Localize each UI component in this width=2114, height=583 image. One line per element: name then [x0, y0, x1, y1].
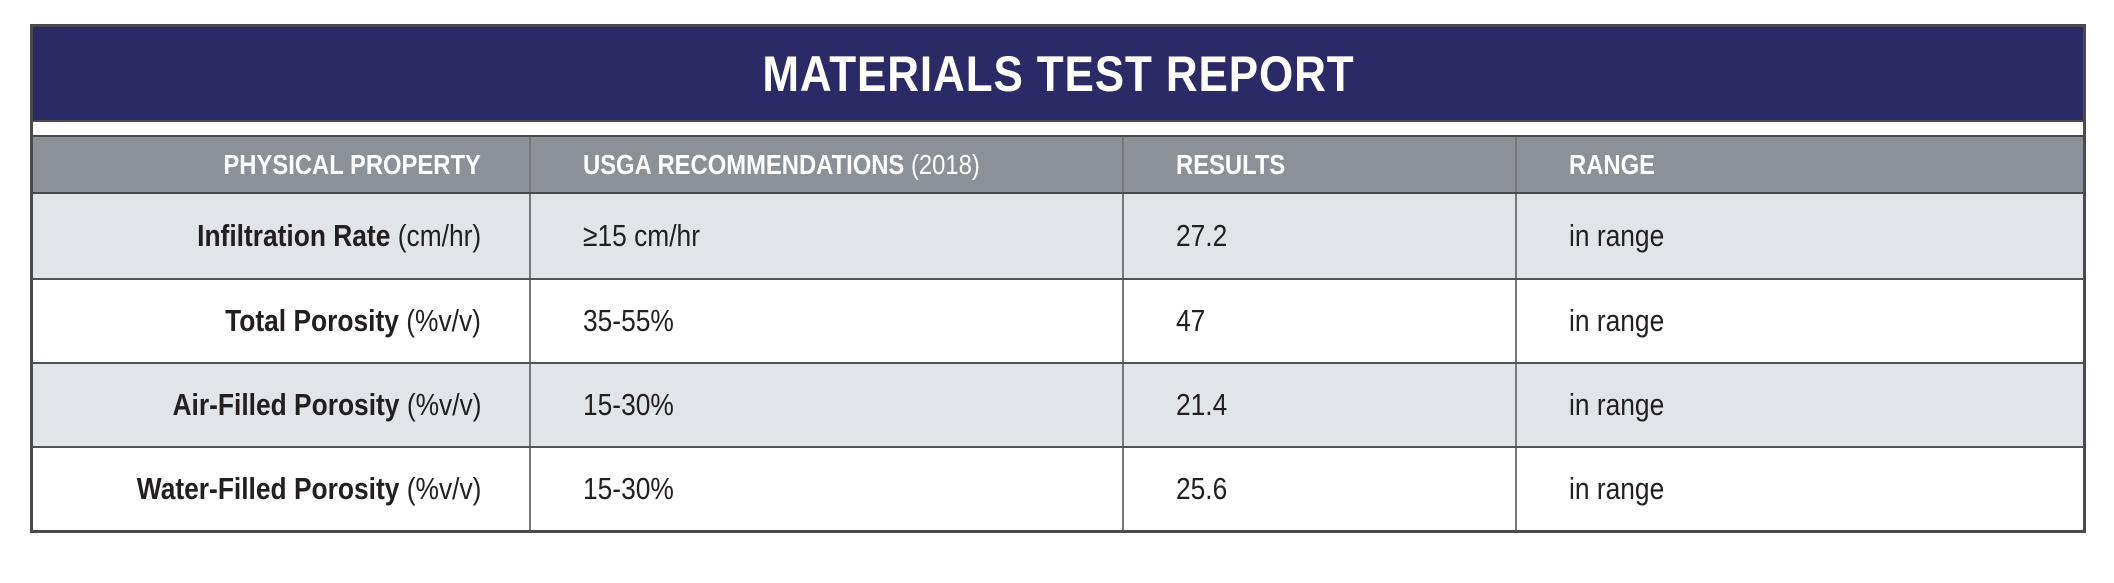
cell-range-status: in range — [1515, 364, 2083, 446]
table-header-row: PHYSICAL PROPERTY USGA RECOMMENDATIONS (2… — [33, 135, 2083, 194]
property-name: Total Porosity — [225, 303, 400, 338]
report-title-band: MATERIALS TEST REPORT — [33, 27, 2083, 122]
property-unit: (cm/hr) — [397, 218, 482, 253]
result-value: 27.2 — [1175, 218, 1227, 253]
cell-property: Air-Filled Porosity (%v/v) — [33, 364, 529, 446]
result-value: 25.6 — [1175, 471, 1227, 506]
report-title: MATERIALS TEST REPORT — [761, 45, 1355, 102]
property-name: Infiltration Rate — [197, 218, 391, 253]
range-status: in range — [1569, 387, 1665, 422]
range-status: in range — [1569, 303, 1665, 338]
cell-property: Total Porosity (%v/v) — [33, 280, 529, 362]
usga-recommendation-value: 15-30% — [583, 471, 674, 506]
usga-recommendation-value: 35-55% — [583, 303, 674, 338]
cell-property: Infiltration Rate (cm/hr) — [33, 194, 529, 278]
header-cell-usga-recommendations: USGA RECOMMENDATIONS (2018) — [529, 137, 1121, 192]
cell-result: 47 — [1121, 280, 1516, 362]
table-row-water-filled-porosity: Water-Filled Porosity (%v/v) 15-30% 25.6 … — [33, 446, 2083, 530]
cell-result: 21.4 — [1121, 364, 1516, 446]
table-row-total-porosity: Total Porosity (%v/v) 35-55% 47 in range — [33, 278, 2083, 362]
header-label-physical-property: PHYSICAL PROPERTY — [223, 148, 482, 180]
range-status: in range — [1569, 218, 1665, 253]
cell-usga-recommendation: 15-30% — [529, 448, 1121, 530]
materials-test-report-table: MATERIALS TEST REPORT PHYSICAL PROPERTY … — [30, 24, 2086, 533]
range-status: in range — [1569, 471, 1665, 506]
cell-result: 27.2 — [1121, 194, 1516, 278]
cell-usga-recommendation: 35-55% — [529, 280, 1121, 362]
result-value: 21.4 — [1175, 387, 1227, 422]
property-name: Air-Filled Porosity — [172, 387, 400, 422]
header-cell-results: RESULTS — [1121, 137, 1516, 192]
header-label-usga-recommendations: USGA RECOMMENDATIONS (2018) — [583, 148, 980, 180]
usga-recommendation-value: 15-30% — [583, 387, 674, 422]
cell-usga-recommendation: 15-30% — [529, 364, 1121, 446]
property-unit: (%v/v) — [406, 471, 482, 506]
cell-range-status: in range — [1515, 280, 2083, 362]
header-label-results: RESULTS — [1175, 148, 1285, 180]
header-usga-year: (2018) — [911, 148, 980, 180]
title-gap-strip — [33, 122, 2083, 135]
cell-range-status: in range — [1515, 194, 2083, 278]
header-cell-physical-property: PHYSICAL PROPERTY — [33, 137, 529, 192]
property-name: Water-Filled Porosity — [136, 471, 400, 506]
usga-recommendation-value: ≥15 cm/hr — [583, 218, 701, 253]
table-row-infiltration-rate: Infiltration Rate (cm/hr) ≥15 cm/hr 27.2 … — [33, 194, 2083, 278]
result-value: 47 — [1175, 303, 1205, 338]
cell-range-status: in range — [1515, 448, 2083, 530]
cell-property: Water-Filled Porosity (%v/v) — [33, 448, 529, 530]
property-unit: (%v/v) — [406, 387, 482, 422]
table-row-air-filled-porosity: Air-Filled Porosity (%v/v) 15-30% 21.4 in… — [33, 362, 2083, 446]
header-cell-range: RANGE — [1515, 137, 2083, 192]
property-unit: (%v/v) — [406, 303, 482, 338]
cell-usga-recommendation: ≥15 cm/hr — [529, 194, 1121, 278]
header-label-range: RANGE — [1569, 148, 1656, 180]
cell-result: 25.6 — [1121, 448, 1516, 530]
